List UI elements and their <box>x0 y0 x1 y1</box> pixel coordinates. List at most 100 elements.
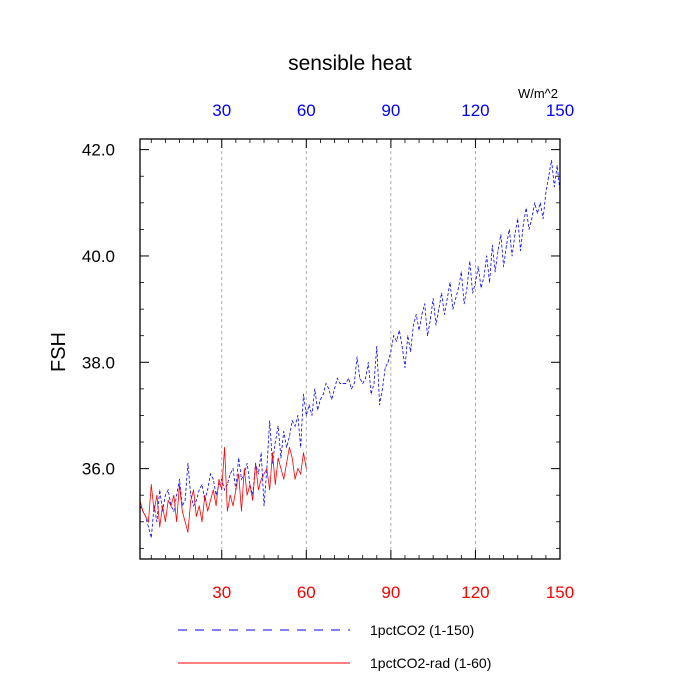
series-point-0 <box>441 292 443 294</box>
series-point-0 <box>438 308 440 310</box>
series-point-1 <box>280 468 282 470</box>
series-point-0 <box>320 399 321 400</box>
series-point-0 <box>342 383 344 384</box>
y-tick-label: 42.0 <box>82 141 115 160</box>
series-point-1 <box>226 510 228 512</box>
series-point-0 <box>184 500 186 501</box>
series-point-0 <box>500 234 502 236</box>
series-point-0 <box>365 377 366 379</box>
series-point-1 <box>255 462 256 464</box>
series-point-0 <box>486 255 488 257</box>
x-tick-label-top: 30 <box>212 101 231 120</box>
series-point-1 <box>201 521 203 523</box>
series-point-0 <box>269 420 271 422</box>
series-point-1 <box>249 484 251 485</box>
series-point-1 <box>300 473 302 475</box>
series-point-0 <box>229 473 231 475</box>
series-point-0 <box>421 314 423 315</box>
series-point-0 <box>215 494 217 496</box>
series-point-0 <box>511 255 513 257</box>
series-point-0 <box>418 329 420 331</box>
series-point-0 <box>356 356 358 358</box>
series-point-0 <box>466 287 468 289</box>
series-point-1 <box>193 489 194 491</box>
series-point-0 <box>514 234 516 236</box>
series-point-0 <box>232 468 234 470</box>
series-point-1 <box>176 521 178 523</box>
series-point-0 <box>432 298 434 299</box>
legend-label-0: 1pctCO2 (1-150) <box>370 622 474 638</box>
series-point-0 <box>427 335 428 337</box>
plot-frame <box>139 138 561 560</box>
series-point-0 <box>390 351 392 353</box>
y-axis-label: FSH <box>48 332 70 372</box>
series-point-1 <box>156 494 158 496</box>
series-point-0 <box>317 409 318 411</box>
series-point-1 <box>243 468 245 470</box>
series-point-0 <box>531 218 533 220</box>
series-point-1 <box>235 489 237 491</box>
series-point-1 <box>150 484 152 485</box>
x-tick-label-top: 120 <box>461 101 489 120</box>
series-point-0 <box>452 308 454 310</box>
series-point-0 <box>404 367 406 369</box>
series-point-1 <box>162 505 163 507</box>
x-tick-label-bottom: 30 <box>212 583 231 602</box>
series-point-1 <box>210 500 211 501</box>
series-point-1 <box>288 446 290 448</box>
series-point-0 <box>373 383 375 384</box>
series-point-0 <box>475 282 476 283</box>
series-point-1 <box>257 489 259 491</box>
series-point-0 <box>491 244 493 246</box>
series-point-0 <box>387 361 389 363</box>
series-point-0 <box>359 377 361 379</box>
y-tick-label: 38.0 <box>82 353 115 372</box>
series-point-1 <box>294 478 296 480</box>
series-point-1 <box>305 468 307 470</box>
series-point-1 <box>263 473 265 475</box>
series-point-0 <box>159 489 161 491</box>
series-point-0 <box>300 446 302 448</box>
series-line-0 <box>139 160 561 538</box>
series-point-0 <box>201 484 203 485</box>
series-point-0 <box>221 478 223 480</box>
series-point-0 <box>455 298 457 299</box>
series-point-0 <box>553 186 555 188</box>
series-point-1 <box>286 462 287 464</box>
series-point-1 <box>187 532 189 533</box>
series-point-0 <box>528 228 530 230</box>
series-point-0 <box>207 489 209 491</box>
series-point-0 <box>187 462 189 464</box>
series-point-0 <box>351 388 352 390</box>
series-point-0 <box>198 489 200 491</box>
series-point-0 <box>424 303 426 305</box>
series-point-0 <box>311 415 313 416</box>
series-point-0 <box>508 228 510 230</box>
series-point-0 <box>286 446 287 448</box>
series-point-0 <box>246 462 248 464</box>
x-tick-label-bottom: 90 <box>381 583 400 602</box>
series-point-1 <box>252 500 254 501</box>
series-point-0 <box>407 335 409 337</box>
series-point-1 <box>215 505 217 507</box>
series-point-0 <box>210 473 211 475</box>
series-point-0 <box>472 292 474 294</box>
series-point-0 <box>458 287 459 289</box>
series-point-0 <box>331 399 333 400</box>
series-point-0 <box>303 393 304 395</box>
series-point-1 <box>153 510 155 512</box>
series-point-1 <box>142 510 144 512</box>
series-point-0 <box>497 250 499 252</box>
series-point-0 <box>345 383 347 384</box>
y-tick-label: 36.0 <box>82 460 115 479</box>
series-point-1 <box>181 510 183 512</box>
series-point-0 <box>522 223 524 225</box>
series-point-0 <box>277 425 279 427</box>
series-point-0 <box>167 489 169 491</box>
series-point-0 <box>545 191 547 193</box>
series-point-0 <box>503 266 505 267</box>
series-point-0 <box>551 159 552 161</box>
series-point-0 <box>370 393 372 395</box>
series-point-0 <box>353 383 355 384</box>
